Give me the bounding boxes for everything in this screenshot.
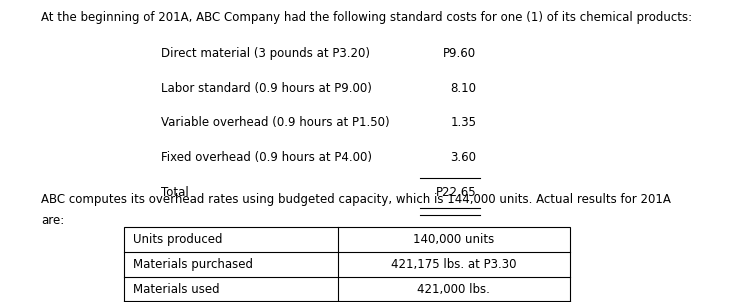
Text: 1.35: 1.35 xyxy=(450,116,476,129)
Text: 421,175 lbs. at P3.30: 421,175 lbs. at P3.30 xyxy=(391,258,517,271)
Text: Labor standard (0.9 hours at P9.00): Labor standard (0.9 hours at P9.00) xyxy=(161,82,372,95)
Text: Fixed overhead (0.9 hours at P4.00): Fixed overhead (0.9 hours at P4.00) xyxy=(161,151,372,164)
Text: are:: are: xyxy=(41,214,64,227)
Text: At the beginning of 201A, ABC Company had the following standard costs for one (: At the beginning of 201A, ABC Company ha… xyxy=(41,11,692,24)
Text: Materials used: Materials used xyxy=(133,282,219,296)
Text: ABC computes its overhead rates using budgeted capacity, which is 144,000 units.: ABC computes its overhead rates using bu… xyxy=(41,193,671,206)
Text: P9.60: P9.60 xyxy=(443,47,476,60)
Text: 421,000 lbs.: 421,000 lbs. xyxy=(417,282,491,296)
Text: Variable overhead (0.9 hours at P1.50): Variable overhead (0.9 hours at P1.50) xyxy=(161,116,390,129)
Text: Units produced: Units produced xyxy=(133,233,222,246)
FancyBboxPatch shape xyxy=(124,227,570,302)
Text: Materials purchased: Materials purchased xyxy=(133,258,253,271)
Text: 140,000 units: 140,000 units xyxy=(413,233,494,246)
Text: 8.10: 8.10 xyxy=(450,82,476,95)
Text: 3.60: 3.60 xyxy=(450,151,476,164)
Text: Total: Total xyxy=(161,186,189,199)
Text: Direct material (3 pounds at P3.20): Direct material (3 pounds at P3.20) xyxy=(161,47,370,60)
Text: P22.65: P22.65 xyxy=(436,186,476,199)
